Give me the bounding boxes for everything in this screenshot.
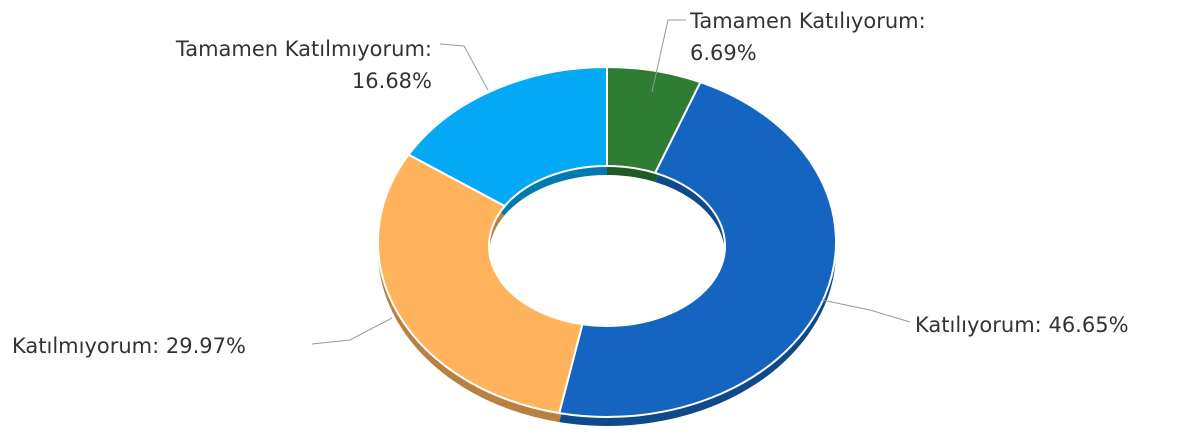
slice-label-value: 16.68% xyxy=(352,69,432,93)
slice-label-name: Katılıyorum: xyxy=(915,313,1042,337)
leader-line xyxy=(311,317,393,345)
slice-label-name: Katılmıyorum: xyxy=(12,334,159,358)
slice xyxy=(558,81,837,418)
slice xyxy=(377,153,584,415)
slice-label-value: 29.97% xyxy=(166,334,246,358)
slice-label: Tamamen Katılmıyorum: 16.68% xyxy=(175,37,432,93)
leader-line xyxy=(439,43,489,91)
slice-label-value: 6.69% xyxy=(690,41,757,65)
leader-line xyxy=(821,299,911,323)
slice-label: Katılıyorum: 46.65% xyxy=(915,313,1129,337)
slice-label-value: 46.65% xyxy=(1048,313,1128,337)
leader-line xyxy=(651,19,686,93)
slice-label: Katılmıyorum: 29.97% xyxy=(12,334,246,358)
slice xyxy=(407,66,608,208)
slice-label-name: Tamamen Katılmıyorum: xyxy=(175,37,432,61)
slice-label: Tamamen Katılıyorum: 6.69% xyxy=(689,9,926,65)
slice-label-name: Tamamen Katılıyorum: xyxy=(689,9,926,33)
